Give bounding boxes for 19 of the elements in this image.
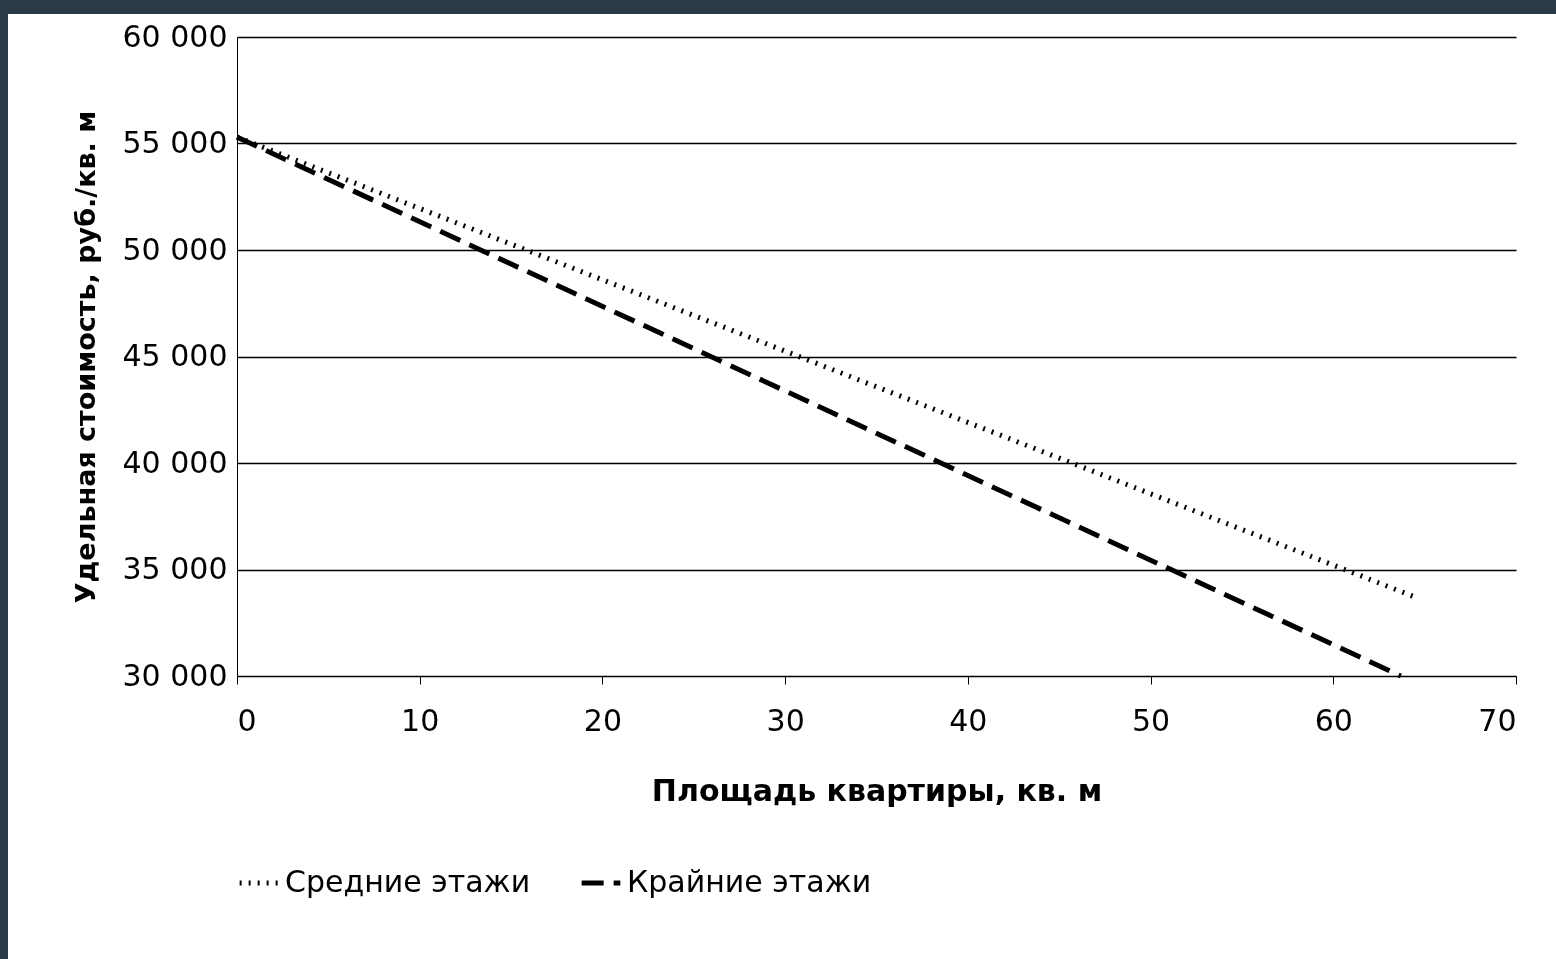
y-tick-label: 35 000 [122,551,228,586]
legend-label: Средние этажи [285,864,531,899]
x-tick-label: 70 [1478,702,1517,738]
y-tick-label: 50 000 [122,231,228,267]
x-tick-label: 40 [949,702,988,738]
x-tick-label: 30 [766,702,805,738]
y-axis-title: Удельная стоимость, руб./кв. м [69,110,101,604]
x-tick-label: 50 [1131,702,1171,738]
y-tick-label: 55 000 [122,125,228,160]
legend-label: Крайние этажи [627,864,872,899]
x-tick-label: 60 [1314,702,1353,738]
y-tick-label: 30 000 [122,657,228,693]
x-axis-title: Площадь квартиры, кв. м [651,772,1103,808]
x-tick-label: 0 [237,702,257,738]
y-tick-label: 40 000 [122,444,228,480]
x-tick-label: 20 [583,702,623,738]
y-tick-label: 45 000 [122,338,228,373]
y-tick-label: 60 000 [122,18,228,54]
x-tick-label: 10 [401,702,440,738]
